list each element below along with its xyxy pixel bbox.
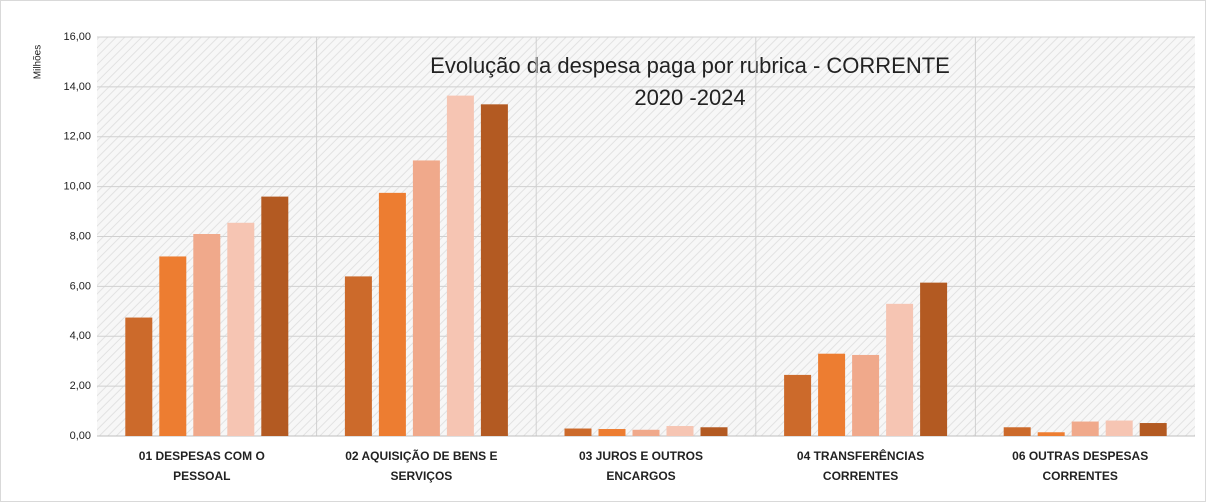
bar bbox=[1105, 420, 1133, 436]
y-tick-label: 2,00 bbox=[70, 380, 91, 392]
bar bbox=[159, 256, 187, 436]
bar bbox=[446, 95, 474, 437]
y-tick-label: 10,00 bbox=[63, 181, 91, 193]
y-tick-label: 6,00 bbox=[70, 280, 91, 292]
y-tick-label: 16,00 bbox=[63, 31, 91, 43]
bar bbox=[344, 276, 372, 436]
bar bbox=[1037, 432, 1065, 436]
bar bbox=[598, 429, 626, 436]
y-tick-label: 8,00 bbox=[70, 230, 91, 242]
bar bbox=[412, 160, 440, 437]
y-tick-label: 14,00 bbox=[63, 81, 91, 93]
y-axis-label: Milhões bbox=[33, 45, 44, 79]
chart-title: Evolução da despesa paga por rubrica - C… bbox=[430, 53, 950, 78]
y-tick-label: 0,00 bbox=[70, 430, 91, 442]
chart-subtitle: 2020 -2024 bbox=[634, 85, 745, 110]
bar bbox=[564, 428, 592, 436]
bar bbox=[666, 426, 694, 436]
bar bbox=[1139, 423, 1167, 436]
bar bbox=[193, 234, 221, 436]
bar bbox=[480, 104, 508, 437]
bar bbox=[784, 374, 812, 436]
bar bbox=[852, 354, 880, 436]
bar bbox=[378, 192, 406, 436]
bar bbox=[125, 317, 153, 436]
bar bbox=[632, 429, 660, 436]
bar bbox=[886, 303, 914, 436]
bar bbox=[1071, 421, 1099, 436]
y-tick-label: 4,00 bbox=[70, 330, 91, 342]
bar bbox=[700, 427, 728, 436]
bar bbox=[1003, 427, 1031, 436]
bar bbox=[261, 196, 289, 436]
x-tick-label: 02 AQUISIÇÃO DE BENS E SERVIÇOS bbox=[345, 449, 498, 483]
bar bbox=[818, 353, 846, 436]
bar bbox=[227, 222, 255, 436]
bar bbox=[920, 282, 948, 436]
x-tick-label: 03 JUROS E OUTROS ENCARGOS bbox=[578, 449, 704, 483]
x-tick-label: 06 OUTRAS DESPESAS CORRENTES bbox=[1012, 449, 1149, 483]
x-tick-label: 04 TRANSFERÊNCIAS CORRENTES bbox=[796, 449, 925, 483]
x-tick-label: 01 DESPESAS COM O PESSOAL bbox=[138, 449, 265, 483]
y-tick-label: 12,00 bbox=[63, 131, 91, 143]
